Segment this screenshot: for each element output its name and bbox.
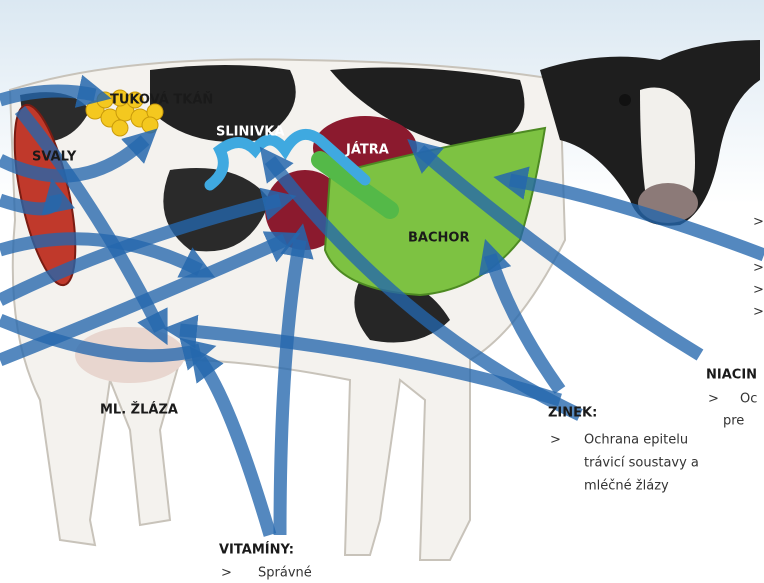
note-line: pre	[723, 414, 744, 429]
illustration: TUKOVÁ TKÁŇ SVALY SLINIVKA JÁTRA BACHOR …	[0, 0, 764, 583]
note-title: NIACIN	[706, 368, 757, 383]
note-bullet: >	[550, 433, 561, 448]
label-liver: JÁTRA	[345, 142, 389, 158]
note-title: ZINEK:	[548, 406, 597, 421]
label-muscle: SVALY	[32, 150, 77, 165]
note-bullet: >	[221, 566, 232, 581]
edge-bullet: >	[753, 305, 764, 320]
label-rumen: BACHOR	[408, 231, 469, 246]
note-line: Správné	[258, 566, 312, 581]
edge-bullet: >	[753, 215, 764, 230]
note-line: Ochrana epitelu	[584, 433, 688, 448]
label-pancreas: SLINIVKA	[216, 125, 284, 140]
note-line: Oc	[740, 392, 757, 407]
note-bullet: >	[708, 392, 719, 407]
edge-bullet: >	[753, 261, 764, 276]
note-title: VITAMÍNY:	[219, 542, 294, 558]
edge-bullet: >	[753, 283, 764, 298]
label-fat: TUKOVÁ TKÁŇ	[110, 92, 213, 108]
label-udder: ML. ŽLÁZA	[100, 402, 178, 418]
note-line: trávicí soustavy a	[584, 456, 699, 471]
note-line: mléčné žlázy	[584, 479, 669, 494]
